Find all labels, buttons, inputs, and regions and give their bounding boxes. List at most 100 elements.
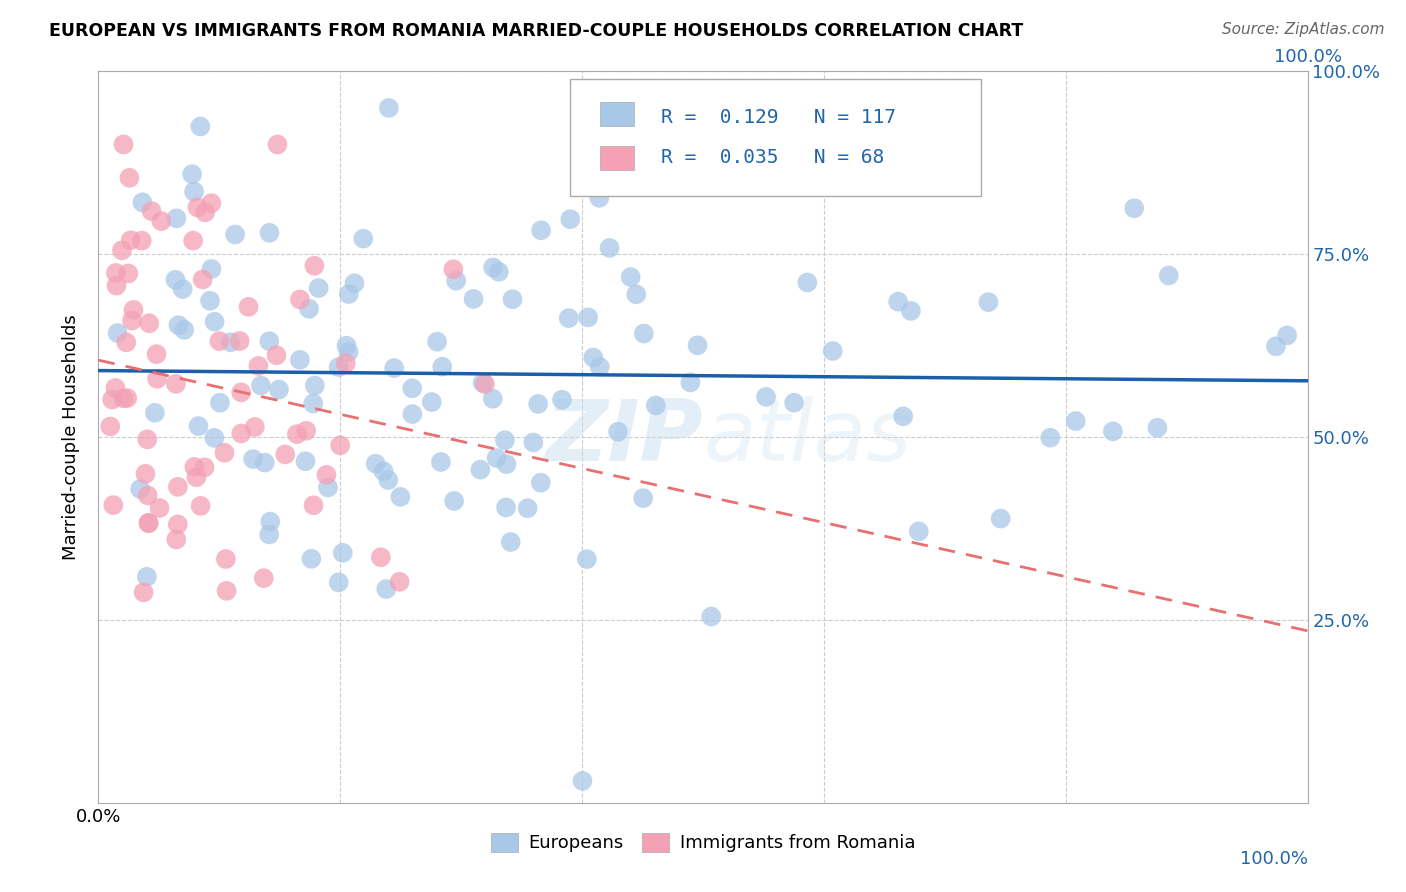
Point bbox=[401, 407, 423, 421]
Point bbox=[891, 409, 914, 424]
Point bbox=[259, 515, 281, 529]
Point bbox=[516, 501, 538, 516]
Point bbox=[470, 462, 492, 476]
Point bbox=[266, 348, 288, 362]
Point bbox=[136, 433, 159, 447]
Point bbox=[183, 459, 205, 474]
Point bbox=[186, 200, 208, 214]
Text: ZIP: ZIP bbox=[546, 395, 703, 479]
Point bbox=[172, 282, 194, 296]
Point bbox=[599, 241, 621, 255]
Point bbox=[190, 120, 212, 134]
Y-axis label: Married-couple Households: Married-couple Households bbox=[62, 314, 80, 560]
Point bbox=[253, 456, 276, 470]
Point bbox=[101, 392, 124, 407]
Point bbox=[557, 311, 579, 326]
Point bbox=[167, 318, 190, 333]
Point bbox=[200, 262, 222, 277]
Point bbox=[243, 420, 266, 434]
Point bbox=[138, 516, 160, 531]
Point bbox=[259, 226, 281, 240]
Point bbox=[495, 500, 517, 515]
Point bbox=[444, 274, 467, 288]
Point bbox=[208, 396, 231, 410]
Point bbox=[607, 425, 630, 439]
Point bbox=[194, 205, 217, 219]
Point bbox=[112, 137, 135, 152]
Point bbox=[821, 344, 844, 359]
Point bbox=[443, 494, 465, 508]
Point bbox=[401, 381, 423, 395]
Point bbox=[907, 524, 929, 539]
Point bbox=[343, 277, 366, 291]
Point bbox=[146, 372, 169, 386]
Point bbox=[329, 438, 352, 452]
Point bbox=[242, 452, 264, 467]
Point bbox=[191, 272, 214, 286]
Point bbox=[499, 535, 522, 549]
Point bbox=[266, 137, 288, 152]
Point bbox=[481, 392, 503, 406]
Point bbox=[304, 378, 326, 392]
Point bbox=[560, 212, 582, 227]
Point bbox=[328, 360, 350, 375]
Point bbox=[187, 419, 209, 434]
Point bbox=[441, 262, 464, 277]
Point bbox=[165, 211, 187, 226]
Point bbox=[900, 303, 922, 318]
Point bbox=[135, 570, 157, 584]
Point bbox=[1102, 425, 1125, 439]
Point bbox=[575, 552, 598, 566]
Point bbox=[247, 359, 270, 373]
Point bbox=[373, 464, 395, 478]
Point bbox=[165, 533, 187, 547]
Point bbox=[131, 234, 153, 248]
Point bbox=[238, 300, 260, 314]
Point bbox=[432, 359, 454, 374]
Point bbox=[377, 473, 399, 487]
Point bbox=[494, 434, 516, 448]
Point bbox=[111, 244, 134, 258]
Point bbox=[105, 278, 128, 293]
Text: 100.0%: 100.0% bbox=[1240, 850, 1308, 868]
Point bbox=[215, 552, 238, 566]
Point bbox=[285, 427, 308, 442]
Point bbox=[145, 347, 167, 361]
Point bbox=[644, 398, 666, 412]
Point bbox=[589, 359, 612, 374]
Point bbox=[471, 376, 494, 390]
Point bbox=[134, 467, 156, 481]
Point bbox=[1039, 431, 1062, 445]
Point bbox=[389, 490, 412, 504]
Point bbox=[121, 313, 143, 327]
Point bbox=[335, 356, 357, 370]
Point bbox=[122, 302, 145, 317]
Point bbox=[335, 338, 357, 352]
Point bbox=[131, 195, 153, 210]
Point bbox=[631, 491, 654, 505]
Point bbox=[136, 488, 159, 502]
Point bbox=[132, 585, 155, 599]
Point bbox=[700, 609, 723, 624]
Point bbox=[633, 326, 655, 341]
Point bbox=[375, 582, 398, 596]
Point bbox=[118, 170, 141, 185]
Point bbox=[288, 352, 311, 367]
Point bbox=[686, 338, 709, 352]
Point bbox=[723, 156, 745, 170]
Point bbox=[136, 516, 159, 530]
Point bbox=[530, 223, 553, 237]
Point bbox=[370, 550, 392, 565]
Point bbox=[288, 293, 311, 307]
Point bbox=[620, 270, 643, 285]
Point bbox=[316, 480, 339, 494]
Point bbox=[129, 482, 152, 496]
Point bbox=[502, 292, 524, 306]
Point bbox=[576, 310, 599, 325]
Point bbox=[337, 287, 360, 301]
Point bbox=[104, 381, 127, 395]
Point bbox=[571, 773, 593, 788]
Point bbox=[190, 499, 212, 513]
Point bbox=[120, 233, 142, 247]
Point bbox=[200, 196, 222, 211]
